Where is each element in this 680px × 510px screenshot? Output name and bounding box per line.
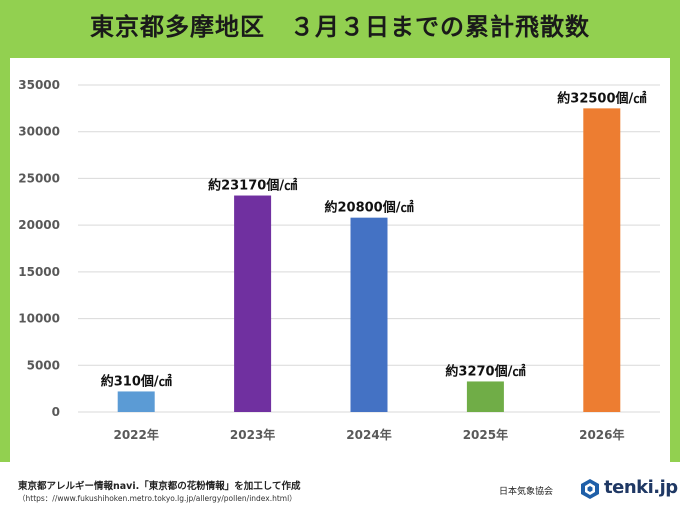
x-tick-label: 2022年: [113, 427, 158, 442]
bar: [350, 217, 388, 412]
source-credit: 東京都アレルギー情報navi.「東京都の花粉情報」を加工して作成: [18, 481, 301, 492]
y-tick-label: 20000: [18, 218, 60, 232]
bar: [466, 381, 504, 412]
y-tick-label: 15000: [18, 265, 60, 279]
data-label: 約3270個/㎠: [445, 363, 525, 379]
organization-name: 日本気象協会: [499, 487, 554, 497]
x-tick-label: 2025年: [463, 427, 508, 442]
y-tick-label: 25000: [18, 171, 60, 185]
y-tick-label: 30000: [18, 125, 60, 139]
data-label: 約310個/㎠: [101, 373, 172, 389]
bar: [117, 391, 155, 412]
y-tick-label: 5000: [27, 358, 60, 372]
source-url: （https：//www.fukushihoken.metro.tokyo.lg…: [18, 494, 297, 503]
footer: 東京都アレルギー情報navi.「東京都の花粉情報」を加工して作成 （https：…: [0, 462, 680, 510]
data-label: 約32500個/㎠: [557, 90, 646, 106]
x-tick-label: 2026年: [579, 427, 624, 442]
y-tick-label: 10000: [18, 312, 60, 326]
page-title: 東京都多摩地区 ３月３日までの累計飛散数: [90, 13, 590, 41]
x-tick-label: 2024年: [346, 427, 391, 442]
data-label: 約23170個/㎠: [208, 178, 297, 194]
bar-chart: 0 5000 10000 15000 20000 25000 30000 35000 約310個…: [18, 78, 660, 442]
brand-name: tenki.jp: [604, 477, 678, 498]
chart-panel: 0 5000 10000 15000 20000 25000 30000 35000 約310個…: [10, 58, 670, 462]
x-tick-label: 2023年: [230, 427, 275, 442]
bar: [583, 108, 621, 412]
y-tick-label: 0: [52, 405, 60, 419]
bar: [234, 195, 272, 412]
data-label: 約20800個/㎠: [325, 200, 414, 216]
tenki-logo-icon: [581, 479, 599, 499]
y-tick-label: 35000: [18, 78, 60, 92]
